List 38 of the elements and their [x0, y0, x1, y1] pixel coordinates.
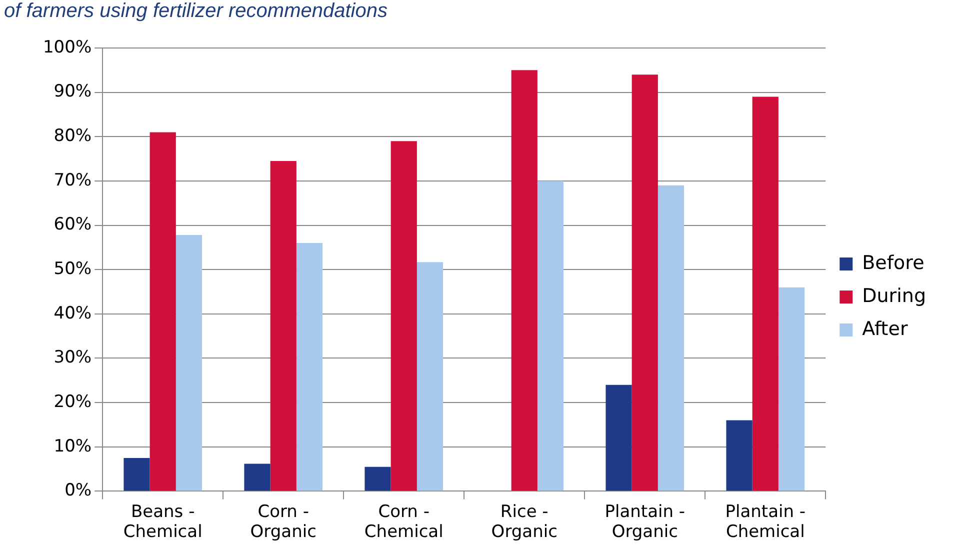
bar [416, 262, 444, 491]
x-tick-label: Plantain - Chemical [725, 502, 806, 542]
bar [364, 466, 391, 491]
y-tick-label: 30% [54, 348, 92, 368]
bar [296, 243, 323, 491]
legend-label: After [862, 318, 908, 340]
bar [632, 74, 658, 491]
legend-label: During [862, 284, 926, 307]
x-tick-label: Corn - Organic [250, 502, 316, 542]
legend-label: Before [862, 252, 924, 274]
bar [606, 384, 632, 491]
y-tick-label: 10% [54, 436, 92, 456]
x-tick-label: Plantain - Organic [604, 502, 686, 542]
bar [270, 161, 296, 491]
bar [150, 132, 176, 491]
bar [537, 180, 564, 491]
bar [726, 420, 752, 491]
y-tick-label: 50% [54, 259, 92, 280]
y-tick-label: 40% [54, 303, 92, 324]
bar [244, 464, 270, 491]
x-tick-label: Corn - Chemical [364, 502, 444, 542]
bar [778, 287, 805, 491]
y-tick-label: 80% [54, 126, 92, 146]
y-tick-label: 90% [54, 82, 92, 102]
y-tick-label: 0% [64, 480, 92, 501]
y-tick-label: 20% [54, 392, 92, 412]
bar [511, 70, 538, 491]
bar [124, 458, 150, 491]
bar [658, 185, 684, 491]
y-tick-label: 60% [54, 214, 92, 235]
bar [176, 235, 202, 491]
chart-title: of farmers using fertilizer recommendations [4, 0, 388, 23]
bar [390, 141, 417, 491]
y-tick-label: 70% [54, 170, 92, 190]
bar [752, 96, 778, 491]
x-tick-label: Beans - Chemical [123, 502, 202, 542]
x-tick-label: Rice - Organic [491, 502, 558, 542]
y-tick-label: 100% [42, 37, 92, 58]
